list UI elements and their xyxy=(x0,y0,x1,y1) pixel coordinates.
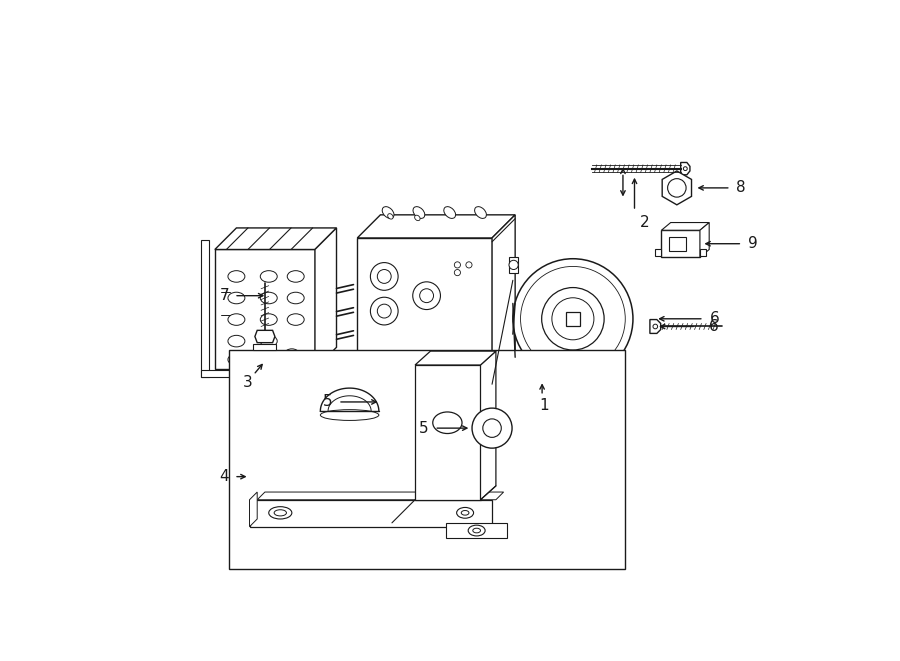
Polygon shape xyxy=(481,351,496,500)
Polygon shape xyxy=(481,384,499,410)
Ellipse shape xyxy=(228,335,245,347)
Ellipse shape xyxy=(287,314,304,325)
Text: 6: 6 xyxy=(710,311,720,327)
Polygon shape xyxy=(700,223,709,257)
Circle shape xyxy=(520,266,625,371)
Ellipse shape xyxy=(413,207,425,218)
Ellipse shape xyxy=(260,314,277,325)
Ellipse shape xyxy=(444,207,455,218)
Ellipse shape xyxy=(228,354,245,366)
Bar xyxy=(229,350,626,569)
Ellipse shape xyxy=(320,410,379,420)
Circle shape xyxy=(513,258,633,379)
Circle shape xyxy=(552,297,594,340)
Polygon shape xyxy=(249,500,492,527)
Bar xyxy=(509,257,518,272)
Circle shape xyxy=(419,289,434,303)
Circle shape xyxy=(371,262,398,290)
Polygon shape xyxy=(257,492,504,500)
Polygon shape xyxy=(662,171,691,205)
Bar xyxy=(509,365,518,380)
Polygon shape xyxy=(357,238,492,388)
Bar xyxy=(431,388,456,412)
Polygon shape xyxy=(215,249,315,369)
Ellipse shape xyxy=(287,270,304,282)
Polygon shape xyxy=(315,228,337,369)
Circle shape xyxy=(454,262,461,268)
Ellipse shape xyxy=(287,292,304,304)
Ellipse shape xyxy=(274,510,286,516)
Text: 3: 3 xyxy=(242,375,252,390)
Text: 2: 2 xyxy=(640,215,650,230)
Polygon shape xyxy=(215,228,337,249)
Ellipse shape xyxy=(260,270,277,282)
Text: 1: 1 xyxy=(540,397,549,412)
Polygon shape xyxy=(492,215,515,388)
Bar xyxy=(399,388,424,412)
Polygon shape xyxy=(650,319,661,333)
Circle shape xyxy=(454,270,461,276)
Polygon shape xyxy=(249,492,257,527)
Ellipse shape xyxy=(461,510,469,515)
Polygon shape xyxy=(357,215,515,238)
Bar xyxy=(655,249,661,256)
Polygon shape xyxy=(662,230,700,257)
Bar xyxy=(566,312,580,326)
Ellipse shape xyxy=(285,349,299,358)
Ellipse shape xyxy=(456,508,473,518)
Text: 4: 4 xyxy=(219,469,229,484)
Text: 5: 5 xyxy=(323,395,333,409)
Polygon shape xyxy=(680,163,690,175)
Circle shape xyxy=(509,260,518,270)
Polygon shape xyxy=(415,365,481,500)
Ellipse shape xyxy=(382,207,394,218)
Ellipse shape xyxy=(388,214,393,219)
Polygon shape xyxy=(254,344,276,350)
Ellipse shape xyxy=(468,525,485,536)
Circle shape xyxy=(509,368,518,377)
Bar xyxy=(700,249,706,256)
Circle shape xyxy=(472,408,512,448)
Polygon shape xyxy=(662,223,709,230)
Circle shape xyxy=(371,297,398,325)
Text: 5: 5 xyxy=(419,420,429,436)
Bar xyxy=(366,388,392,412)
Circle shape xyxy=(683,167,688,171)
Ellipse shape xyxy=(433,412,462,434)
Ellipse shape xyxy=(228,292,245,304)
Polygon shape xyxy=(201,370,319,377)
Text: 8: 8 xyxy=(736,180,746,196)
Circle shape xyxy=(542,288,604,350)
Polygon shape xyxy=(415,351,496,365)
Ellipse shape xyxy=(228,270,245,282)
Ellipse shape xyxy=(260,335,277,347)
Circle shape xyxy=(482,419,501,438)
Circle shape xyxy=(466,262,472,268)
Circle shape xyxy=(653,324,658,329)
Ellipse shape xyxy=(228,314,245,325)
Polygon shape xyxy=(201,240,209,377)
Circle shape xyxy=(413,282,440,309)
Text: 7: 7 xyxy=(220,288,230,303)
Bar xyxy=(669,237,686,251)
Ellipse shape xyxy=(474,207,486,218)
Ellipse shape xyxy=(415,215,420,221)
Circle shape xyxy=(377,270,392,284)
Ellipse shape xyxy=(269,507,292,519)
Ellipse shape xyxy=(260,292,277,304)
Ellipse shape xyxy=(472,528,481,533)
Polygon shape xyxy=(255,330,274,342)
Circle shape xyxy=(668,178,686,197)
Circle shape xyxy=(377,304,392,318)
Text: 9: 9 xyxy=(748,236,758,251)
Polygon shape xyxy=(446,523,508,538)
Text: 6: 6 xyxy=(708,319,718,334)
